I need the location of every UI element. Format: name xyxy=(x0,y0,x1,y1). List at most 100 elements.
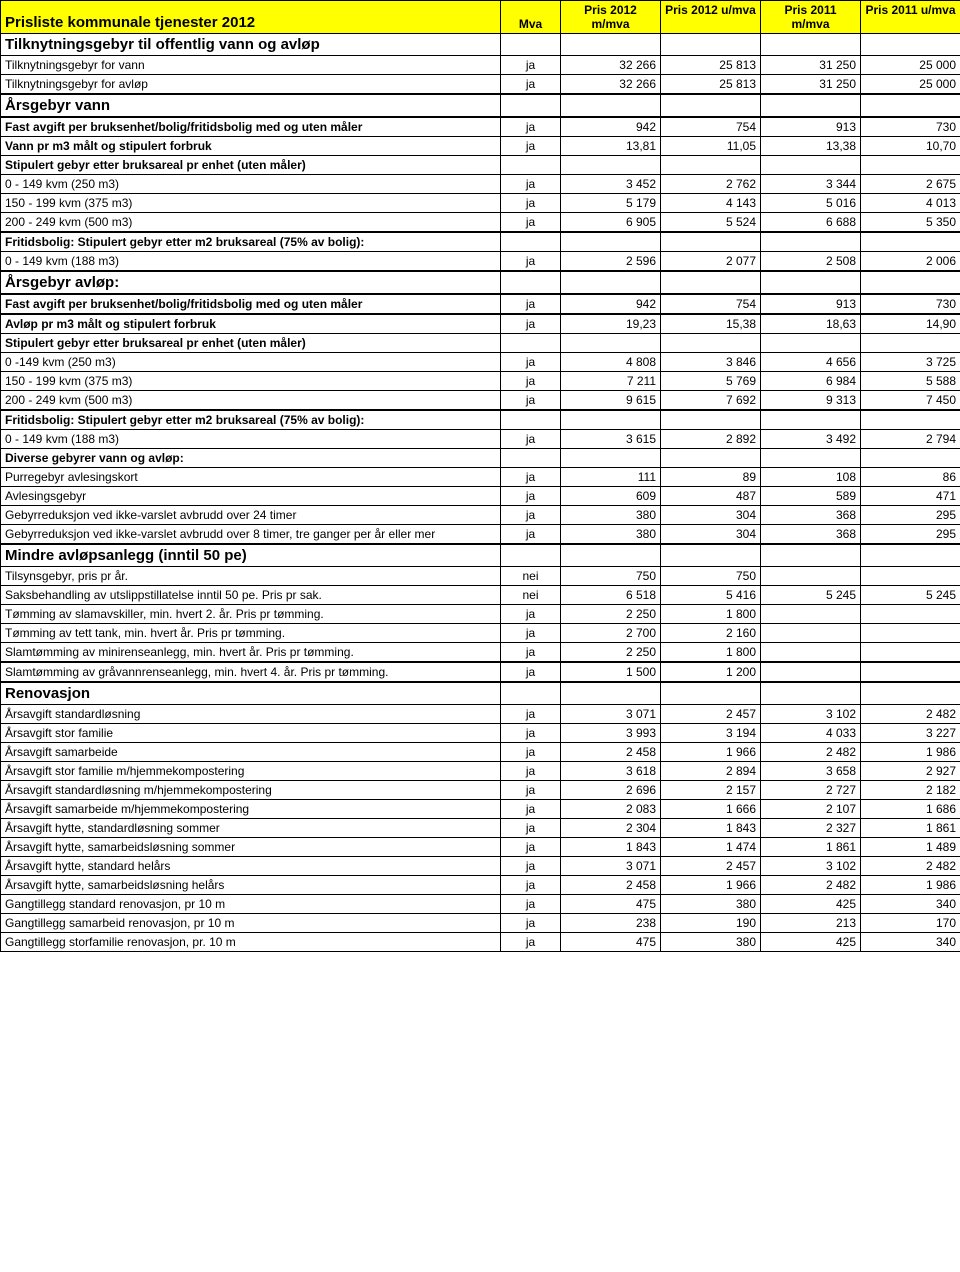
row-value xyxy=(861,232,960,252)
row-value: 4 143 xyxy=(661,194,761,213)
row-value xyxy=(861,605,960,624)
row-value xyxy=(561,232,661,252)
row-mva: ja xyxy=(501,624,561,643)
row-value: 13,81 xyxy=(561,137,661,156)
row-mva: nei xyxy=(501,567,561,586)
row-value: 4 033 xyxy=(761,724,861,743)
row-value: 32 266 xyxy=(561,75,661,95)
row-label: Fast avgift per bruksenhet/bolig/fritids… xyxy=(1,294,501,314)
row-value xyxy=(861,156,960,175)
row-value xyxy=(761,232,861,252)
row-value: 2 700 xyxy=(561,624,661,643)
row-mva: ja xyxy=(501,252,561,272)
row-value: 3 071 xyxy=(561,705,661,724)
row-label: Tilknytningsgebyr for avløp xyxy=(1,75,501,95)
table-row: Gebyrreduksjon ved ikke-varslet avbrudd … xyxy=(1,525,960,545)
row-mva xyxy=(501,156,561,175)
table-row: Slamtømming av gråvannrenseanlegg, min. … xyxy=(1,662,960,682)
row-value: 1 843 xyxy=(561,838,661,857)
row-value: 3 658 xyxy=(761,762,861,781)
table-row: Diverse gebyrer vann og avløp: xyxy=(1,449,960,468)
row-value: 589 xyxy=(761,487,861,506)
row-value: 3 993 xyxy=(561,724,661,743)
row-mva: ja xyxy=(501,762,561,781)
row-value: 609 xyxy=(561,487,661,506)
row-mva: ja xyxy=(501,933,561,952)
row-label: Årsavgift hytte, standardløsning sommer xyxy=(1,819,501,838)
table-row: Gangtillegg standard renovasjon, pr 10 m… xyxy=(1,895,960,914)
row-value xyxy=(861,544,960,567)
table-row: Avløp pr m3 målt og stipulert forbrukja1… xyxy=(1,314,960,334)
row-value: 2 457 xyxy=(661,705,761,724)
row-value: 5 245 xyxy=(861,586,960,605)
row-mva: ja xyxy=(501,743,561,762)
row-label: 150 - 199 kvm (375 m3) xyxy=(1,372,501,391)
row-value: 10,70 xyxy=(861,137,960,156)
row-value: 2 482 xyxy=(861,705,960,724)
row-value xyxy=(761,271,861,294)
row-value: 2 675 xyxy=(861,175,960,194)
table-row: 200 - 249 kvm (500 m3)ja6 9055 5246 6885… xyxy=(1,213,960,233)
table-row: Årsavgift standardløsning m/hjemmekompos… xyxy=(1,781,960,800)
row-value: 7 692 xyxy=(661,391,761,411)
row-value: 4 656 xyxy=(761,353,861,372)
row-value: 3 846 xyxy=(661,353,761,372)
table-row: Fast avgift per bruksenhet/bolig/fritids… xyxy=(1,117,960,137)
row-value: 25 813 xyxy=(661,75,761,95)
row-value: 6 905 xyxy=(561,213,661,233)
row-mva xyxy=(501,232,561,252)
row-label: Stipulert gebyr etter bruksareal pr enhe… xyxy=(1,156,501,175)
row-value: 730 xyxy=(861,294,960,314)
table-row: 150 - 199 kvm (375 m3)ja5 1794 1435 0164… xyxy=(1,194,960,213)
row-value: 19,23 xyxy=(561,314,661,334)
row-value: 2 327 xyxy=(761,819,861,838)
row-mva: ja xyxy=(501,353,561,372)
row-label: Årsavgift hytte, samarbeidsløsning helår… xyxy=(1,876,501,895)
row-value: 108 xyxy=(761,468,861,487)
row-mva xyxy=(501,544,561,567)
row-value xyxy=(661,544,761,567)
row-value xyxy=(861,567,960,586)
row-label: Årsavgift hytte, standard helårs xyxy=(1,857,501,876)
row-value xyxy=(761,94,861,117)
row-value: 2 250 xyxy=(561,605,661,624)
row-value xyxy=(561,449,661,468)
row-value: 304 xyxy=(661,506,761,525)
row-label: 0 - 149 kvm (188 m3) xyxy=(1,252,501,272)
row-value xyxy=(861,410,960,430)
row-value xyxy=(561,34,661,56)
row-value: 5 769 xyxy=(661,372,761,391)
row-value: 425 xyxy=(761,895,861,914)
row-value xyxy=(661,334,761,353)
row-value: 2 006 xyxy=(861,252,960,272)
row-value: 754 xyxy=(661,294,761,314)
row-mva xyxy=(501,34,561,56)
table-row: Gangtillegg samarbeid renovasjon, pr 10 … xyxy=(1,914,960,933)
row-mva: ja xyxy=(501,117,561,137)
row-value: 32 266 xyxy=(561,56,661,75)
table-row: Stipulert gebyr etter bruksareal pr enhe… xyxy=(1,156,960,175)
row-mva: ja xyxy=(501,487,561,506)
row-mva: ja xyxy=(501,506,561,525)
table-row: Renovasjon xyxy=(1,682,960,705)
row-label: Slamtømming av minirenseanlegg, min. hve… xyxy=(1,643,501,663)
table-row: Tilknytningsgebyr til offentlig vann og … xyxy=(1,34,960,56)
row-value xyxy=(761,643,861,663)
row-value: 3 618 xyxy=(561,762,661,781)
row-value: 1 800 xyxy=(661,643,761,663)
row-label: 0 - 149 kvm (250 m3) xyxy=(1,175,501,194)
row-value xyxy=(661,682,761,705)
col-p11m: Pris 2011 m/mva xyxy=(761,1,861,34)
row-value xyxy=(761,624,861,643)
row-value: 3 102 xyxy=(761,857,861,876)
table-row: Årsavgift hytte, samarbeidsløsning helår… xyxy=(1,876,960,895)
row-mva xyxy=(501,449,561,468)
row-value: 6 518 xyxy=(561,586,661,605)
row-value: 942 xyxy=(561,294,661,314)
table-row: Gebyrreduksjon ved ikke-varslet avbrudd … xyxy=(1,506,960,525)
row-value: 9 615 xyxy=(561,391,661,411)
row-value: 5 016 xyxy=(761,194,861,213)
row-value: 340 xyxy=(861,933,960,952)
row-mva: ja xyxy=(501,75,561,95)
row-mva: ja xyxy=(501,372,561,391)
